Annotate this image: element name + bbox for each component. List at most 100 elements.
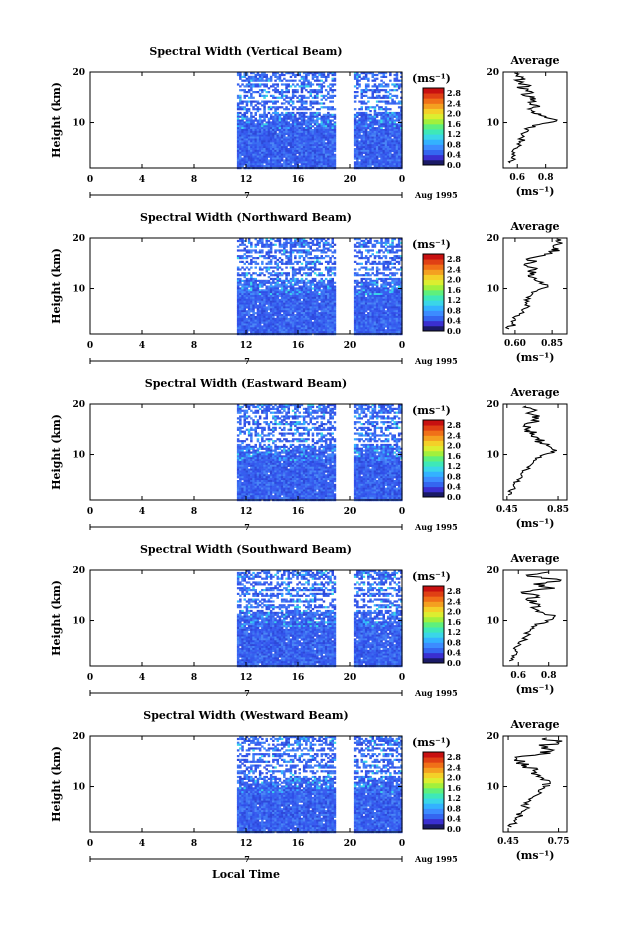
colorbar-label: 0.4 (447, 150, 461, 160)
y-axis-label: Height (km) (50, 82, 63, 158)
x-tick-label: 4 (139, 341, 145, 351)
y-tick-label: 10 (72, 783, 85, 793)
date-label: Aug 1995 (414, 522, 458, 532)
avg-x-axis-label: (ms⁻¹) (516, 849, 555, 862)
date-label: Aug 1995 (414, 356, 458, 366)
y-tick-label: 10 (72, 285, 85, 295)
colorbar-swatch (423, 445, 444, 452)
colorbar-swatch (423, 767, 444, 773)
y-axis-label: Height (km) (50, 414, 63, 490)
colorbar-swatch (423, 621, 444, 628)
date-label: Aug 1995 (414, 688, 458, 698)
panel-title: Spectral Width (Northward Beam) (140, 211, 352, 224)
x-tick-label: 0 (87, 175, 93, 185)
avg-x-tick-label: 0.85 (541, 339, 563, 349)
average-profile-line (507, 72, 558, 164)
colorbar-swatch (423, 606, 444, 613)
colorbar-swatch (423, 154, 444, 161)
colorbar-label: 0.8 (447, 803, 461, 813)
colorbar-label: 2.4 (447, 762, 461, 772)
x-tick-label: 20 (344, 673, 357, 683)
average-frame (502, 569, 568, 667)
colorbar-label: 1.2 (447, 793, 461, 803)
colorbar-frame (422, 585, 445, 664)
x-tick-label: 8 (191, 507, 197, 517)
y-tick-label: 10 (72, 617, 85, 627)
colorbar-swatch (423, 793, 444, 799)
avg-x-tick-label: 0.6 (509, 173, 525, 183)
panel-title: Spectral Width (Westward Beam) (143, 709, 348, 722)
x-tick-label: 0 (399, 673, 405, 683)
colorbar-label: 0.8 (447, 139, 461, 149)
colorbar-swatch (423, 481, 444, 488)
average-frame (502, 403, 568, 501)
colorbar-label: 2.4 (447, 430, 461, 440)
colorbar-swatch (423, 103, 444, 109)
colorbar-swatch (423, 425, 444, 431)
colorbar-swatch (423, 632, 444, 638)
x-tick-label: 0 (399, 839, 405, 849)
colorbar-swatch (423, 98, 444, 104)
panel-3: Spectral Width (Southward Beam) 20 10 Heigh… (50, 543, 568, 698)
x-tick-label: 16 (292, 175, 305, 185)
avg-x-tick-label: 0.45 (497, 837, 519, 847)
colorbar-swatch (423, 113, 444, 120)
colorbar-swatch (423, 757, 444, 763)
avg-x-tick-label: 0.8 (538, 173, 554, 183)
colorbar-swatch (423, 144, 444, 150)
day-label: 7 (244, 522, 250, 532)
colorbar-label: 1.6 (447, 617, 461, 627)
colorbar-swatch (423, 274, 444, 281)
colorbar-swatch (423, 782, 444, 789)
colorbar-swatch (423, 808, 444, 814)
x-tick-label: 0 (87, 341, 93, 351)
x-tick-label: 8 (191, 673, 197, 683)
colorbar-label: 2.8 (447, 420, 461, 430)
average-panel: Average 20 10 0.45 0.85 (ms⁻¹) (486, 386, 569, 530)
colorbar-swatch (423, 455, 444, 462)
colorbar-swatch (423, 637, 444, 643)
average-panel: Average 20 10 0.6 0.8 (ms⁻¹) (486, 552, 568, 696)
colorbar-swatch (423, 627, 444, 633)
avg-y-tick-label: 10 (486, 119, 499, 129)
colorbar-swatch (423, 123, 444, 130)
colorbar-swatch (423, 269, 444, 275)
day-label: 7 (244, 190, 250, 200)
heatmap-cells (236, 736, 403, 834)
x-tick-label: 8 (191, 839, 197, 849)
date-label: Aug 1995 (414, 854, 458, 864)
heatmap-cells (236, 570, 403, 668)
avg-y-tick-label: 20 (486, 68, 499, 78)
colorbar-label: 1.2 (447, 295, 461, 305)
colorbar-label: 0.4 (447, 648, 461, 658)
colorbar-swatch (423, 818, 444, 825)
avg-x-tick-label: 0.6 (510, 671, 526, 681)
colorbar-swatch (423, 803, 444, 809)
colorbar-swatch (423, 325, 444, 332)
colorbar-label: 2.8 (447, 88, 461, 98)
avg-x-tick-label: 0.75 (548, 837, 570, 847)
colorbar-label: 2.0 (447, 441, 461, 451)
colorbar-swatch (423, 611, 444, 618)
avg-y-tick-label: 20 (486, 234, 499, 244)
colorbar-label: 1.6 (447, 451, 461, 461)
colorbar-swatch (423, 435, 444, 441)
colorbar-swatch (423, 772, 444, 779)
panel-2: Spectral Width (Eastward Beam) 20 10 Height… (50, 377, 569, 532)
colorbar-label: 2.4 (447, 98, 461, 108)
x-tick-label: 20 (344, 507, 357, 517)
colorbar-label: 2.0 (447, 109, 461, 119)
colorbar-label: 1.2 (447, 461, 461, 471)
colorbar: 2.82.42.01.61.20.80.40.0 (422, 419, 461, 502)
x-tick-label: 0 (87, 673, 93, 683)
colorbar-swatch (423, 591, 444, 597)
colorbar-swatch (423, 461, 444, 467)
colorbar-swatch (423, 647, 444, 654)
avg-y-tick-label: 10 (486, 285, 499, 295)
colorbar-swatch (423, 88, 444, 94)
avg-x-tick-label: 0.85 (547, 505, 569, 515)
colorbar-label: 1.2 (447, 129, 461, 139)
colorbar-swatch (423, 798, 444, 804)
x-tick-label: 16 (292, 507, 305, 517)
